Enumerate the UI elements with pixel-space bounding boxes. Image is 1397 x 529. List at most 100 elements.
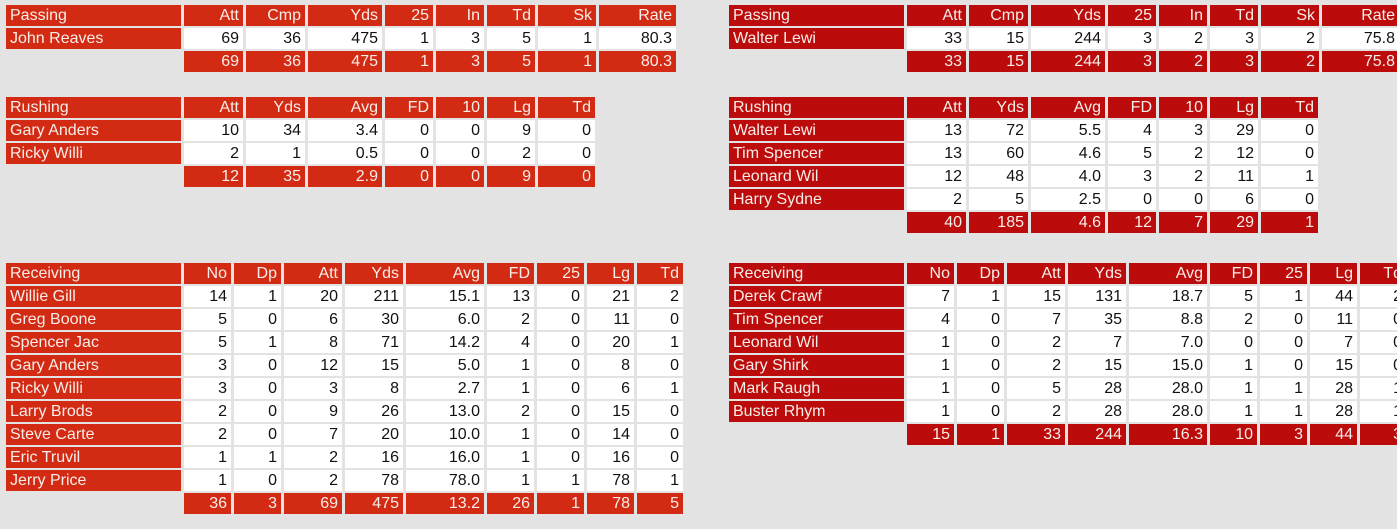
- stat-cell: 6: [284, 309, 342, 330]
- stat-cell: 0: [234, 424, 281, 445]
- stat-cell: 36: [246, 28, 305, 49]
- col-header: Avg: [406, 263, 484, 284]
- total-cell: 0: [385, 166, 433, 187]
- player-name: Larry Brods: [6, 401, 181, 422]
- stat-cell: 0: [537, 332, 584, 353]
- stat-cell: 0: [537, 355, 584, 376]
- stat-cell: 15.1: [406, 286, 484, 307]
- stat-cell: 0: [957, 332, 1004, 353]
- table-row: Ricky Willi 2 1 0.5 0 0 2 0: [6, 143, 595, 164]
- total-cell: 75.8: [1322, 51, 1397, 72]
- section-title: Receiving: [729, 263, 904, 284]
- stat-cell: 0: [1260, 332, 1307, 353]
- stat-cell: 2: [1261, 28, 1319, 49]
- total-spacer: [6, 166, 181, 187]
- total-cell: 15: [907, 424, 954, 445]
- table-row: Gary Anders 3 0 12 15 5.0 1 0 8 0: [6, 355, 683, 376]
- col-header: 25: [537, 263, 584, 284]
- total-cell: 78: [587, 493, 634, 514]
- col-header: Att: [184, 97, 243, 118]
- stat-cell: 1: [1210, 401, 1257, 422]
- stat-cell: 0: [637, 424, 683, 445]
- col-header: Lg: [1210, 97, 1258, 118]
- total-cell: 16.3: [1129, 424, 1207, 445]
- col-header: Att: [1007, 263, 1065, 284]
- stat-cell: 0: [1261, 189, 1318, 210]
- table-row: Tim Spencer 13 60 4.6 5 2 12 0: [729, 143, 1318, 164]
- stat-cell: 28: [1310, 378, 1357, 399]
- header-row: Receiving No Dp Att Yds Avg FD 25 Lg Td: [6, 263, 683, 284]
- total-row: 12 35 2.9 0 0 9 0: [6, 166, 595, 187]
- col-header: Att: [907, 97, 966, 118]
- stat-cell: 4: [907, 309, 954, 330]
- stat-cell: 1: [487, 470, 534, 491]
- stat-cell: 1: [487, 424, 534, 445]
- col-header: Avg: [1031, 97, 1105, 118]
- header-row: Passing Att Cmp Yds 25 In Td Sk Rate: [729, 5, 1397, 26]
- table-row: Leonard Wil 1 0 2 7 7.0 0 0 7 0: [729, 332, 1397, 353]
- player-name: Buster Rhym: [729, 401, 904, 422]
- table-row: Mark Raugh 1 0 5 28 28.0 1 1 28 1: [729, 378, 1397, 399]
- stat-cell: 11: [1310, 309, 1357, 330]
- stat-cell: 2: [1210, 309, 1257, 330]
- stat-cell: 211: [345, 286, 403, 307]
- total-cell: 2.9: [308, 166, 382, 187]
- section-title: Passing: [729, 5, 904, 26]
- total-row: 15 1 33 244 16.3 10 3 44 3: [729, 424, 1397, 445]
- player-name: Jerry Price: [6, 470, 181, 491]
- stat-cell: 5: [1210, 286, 1257, 307]
- table-row: Walter Lewi 33 15 244 3 2 3 2 75.8: [729, 28, 1397, 49]
- player-name: Gary Anders: [6, 355, 181, 376]
- table-row: Derek Crawf 7 1 15 131 18.7 5 1 44 2: [729, 286, 1397, 307]
- stat-cell: 0: [1261, 120, 1318, 141]
- section-title: Receiving: [6, 263, 181, 284]
- stat-cell: 48: [969, 166, 1028, 187]
- player-name: John Reaves: [6, 28, 181, 49]
- stat-cell: 28.0: [1129, 401, 1207, 422]
- col-header: Cmp: [246, 5, 305, 26]
- player-name: Tim Spencer: [729, 143, 904, 164]
- stat-cell: 33: [907, 28, 966, 49]
- stat-cell: 78: [587, 470, 634, 491]
- col-header: Dp: [234, 263, 281, 284]
- stat-cell: 0: [537, 447, 584, 468]
- player-name: Greg Boone: [6, 309, 181, 330]
- stat-cell: 6: [587, 378, 634, 399]
- stat-cell: 2: [487, 143, 535, 164]
- total-spacer: [6, 51, 181, 72]
- total-cell: 29: [1210, 212, 1258, 233]
- total-cell: 475: [345, 493, 403, 514]
- left-receiving-table: Receiving No Dp Att Yds Avg FD 25 Lg Td …: [3, 261, 686, 516]
- total-cell: 3: [234, 493, 281, 514]
- stat-cell: 60: [969, 143, 1028, 164]
- stat-cell: 1: [1260, 378, 1307, 399]
- stat-cell: 5: [487, 28, 535, 49]
- total-row: 33 15 244 3 2 3 2 75.8: [729, 51, 1397, 72]
- stat-cell: 1: [1210, 378, 1257, 399]
- stat-cell: 28: [1068, 401, 1126, 422]
- stat-cell: 20: [587, 332, 634, 353]
- stat-cell: 1: [637, 332, 683, 353]
- stat-cell: 75.8: [1322, 28, 1397, 49]
- stat-cell: 9: [487, 120, 535, 141]
- stat-cell: 15: [1068, 355, 1126, 376]
- total-cell: 13.2: [406, 493, 484, 514]
- right-rushing-table: Rushing Att Yds Avg FD 10 Lg Td Walter L…: [726, 95, 1321, 235]
- stat-cell: 14.2: [406, 332, 484, 353]
- stat-cell: 0: [1108, 189, 1156, 210]
- player-name: Mark Raugh: [729, 378, 904, 399]
- total-cell: 1: [538, 51, 596, 72]
- col-header: Cmp: [969, 5, 1028, 26]
- table-row: Buster Rhym 1 0 2 28 28.0 1 1 28 1: [729, 401, 1397, 422]
- total-cell: 0: [436, 166, 484, 187]
- stat-cell: 7.0: [1129, 332, 1207, 353]
- total-cell: 33: [1007, 424, 1065, 445]
- stat-cell: 2: [907, 189, 966, 210]
- player-name: Derek Crawf: [729, 286, 904, 307]
- col-header: FD: [1108, 97, 1156, 118]
- stat-cell: 0: [538, 143, 595, 164]
- stat-cell: 44: [1310, 286, 1357, 307]
- total-cell: 1: [1261, 212, 1318, 233]
- stat-cell: 15: [345, 355, 403, 376]
- stat-cell: 3: [1210, 28, 1258, 49]
